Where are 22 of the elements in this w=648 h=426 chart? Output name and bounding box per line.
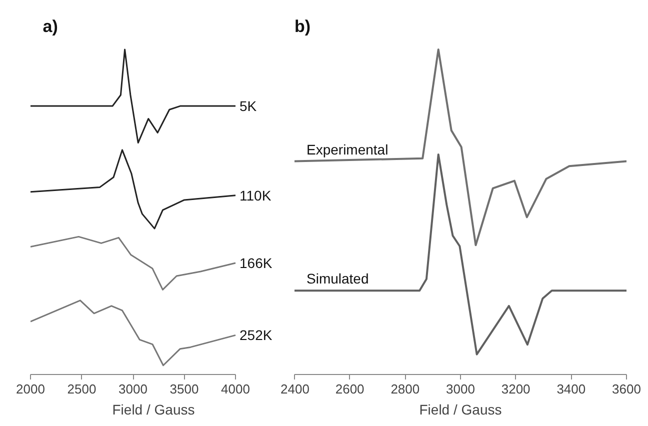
series-label: 166K xyxy=(240,255,273,272)
x-tick-label: 2500 xyxy=(67,382,96,396)
x-tick-label: 2400 xyxy=(280,382,310,396)
series-label: 110K xyxy=(240,187,272,204)
x-axis-title: Field / Gauss xyxy=(112,402,195,418)
x-tick-label: 3400 xyxy=(556,382,586,396)
x-tick-label: 3000 xyxy=(446,382,475,396)
x-axis-title: Field / Gauss xyxy=(419,402,502,418)
series-label: Simulated xyxy=(306,270,369,287)
series-label: 5K xyxy=(240,98,258,114)
x-tick-label: 3200 xyxy=(501,382,530,396)
x-tick-label: 3000 xyxy=(118,382,148,396)
series-label: 252K xyxy=(240,327,273,344)
x-tick-label: 3600 xyxy=(612,382,641,396)
x-tick-label: 4000 xyxy=(221,382,250,396)
x-tick-label: 3500 xyxy=(170,382,199,396)
chart-title: b) xyxy=(294,17,311,36)
x-tick-label: 2600 xyxy=(335,382,364,396)
x-tick-label: 2800 xyxy=(390,382,420,396)
chart-title: a) xyxy=(42,17,58,36)
series-label: Experimental xyxy=(306,141,388,158)
x-tick-label: 2000 xyxy=(16,382,45,396)
